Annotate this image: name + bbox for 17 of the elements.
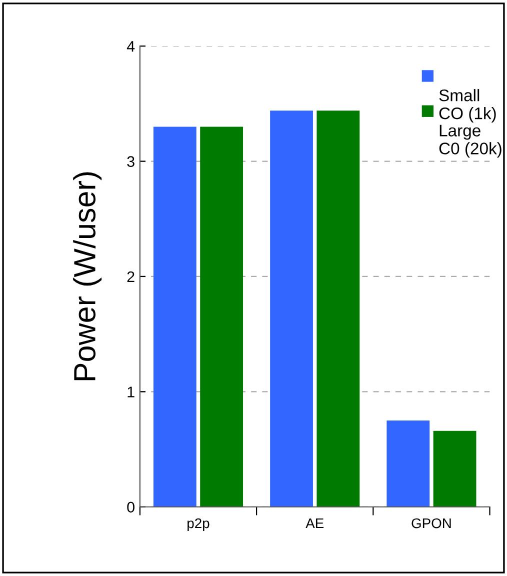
legend-label: Small CO (1k) [439, 89, 496, 123]
x-tick-label: GPON [412, 518, 451, 528]
y-tick-label: 0 [127, 502, 134, 513]
bar [153, 126, 196, 507]
y-axis-title: Power (W/user) [73, 172, 102, 380]
y-tick-label: 3 [127, 156, 134, 167]
y-tick-label: 2 [127, 271, 134, 282]
bar [433, 430, 476, 507]
bar [270, 110, 313, 507]
x-tick-label: AE [306, 518, 324, 528]
x-tick-label: p2p [188, 518, 210, 531]
bar [200, 126, 244, 507]
y-tick-label: 4 [126, 41, 135, 52]
bar [386, 420, 430, 507]
y-tick-label: 1 [128, 386, 134, 398]
legend-label: Large C0 (20k) [439, 124, 502, 158]
bar [316, 110, 360, 507]
